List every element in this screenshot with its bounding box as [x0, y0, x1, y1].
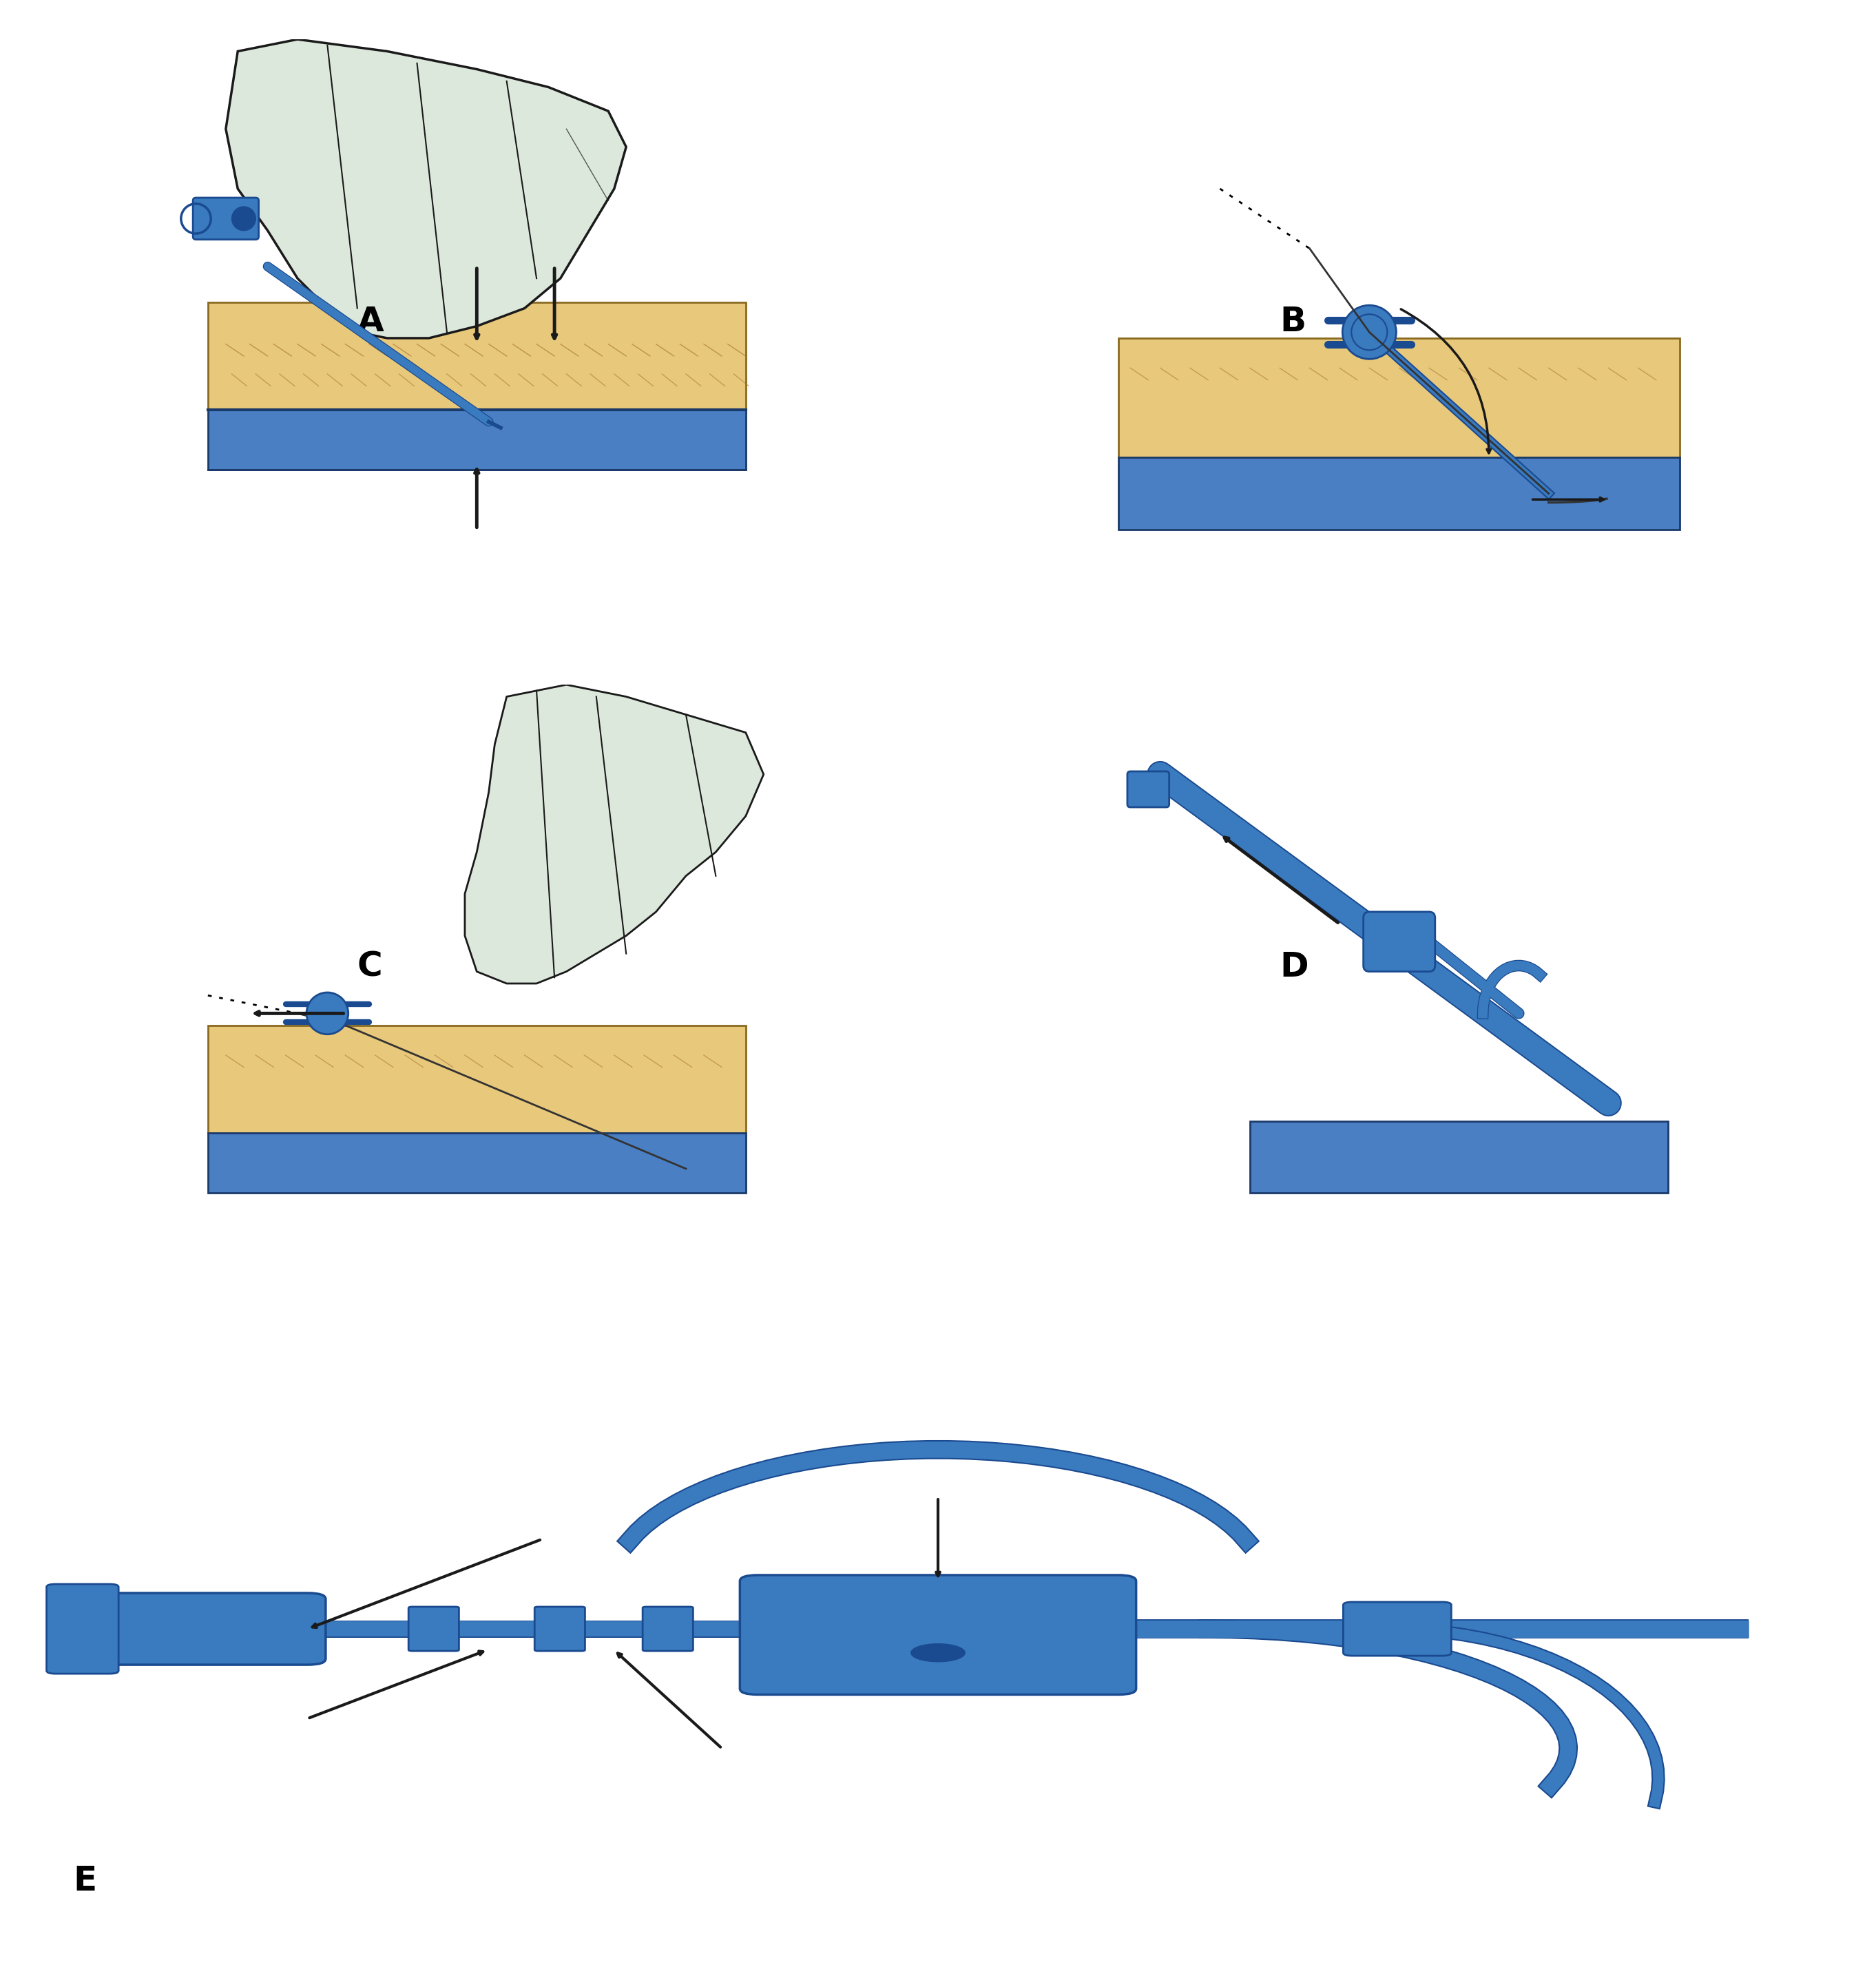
- FancyBboxPatch shape: [193, 199, 259, 240]
- Circle shape: [1343, 305, 1396, 360]
- FancyBboxPatch shape: [1127, 771, 1169, 806]
- FancyBboxPatch shape: [1118, 338, 1681, 458]
- Circle shape: [233, 207, 255, 230]
- FancyBboxPatch shape: [409, 1607, 460, 1650]
- Circle shape: [1351, 315, 1386, 350]
- FancyBboxPatch shape: [73, 1593, 326, 1664]
- FancyBboxPatch shape: [1249, 1121, 1668, 1192]
- Text: D: D: [1279, 950, 1308, 984]
- PathPatch shape: [225, 39, 627, 338]
- FancyBboxPatch shape: [1364, 913, 1435, 972]
- Text: C: C: [356, 950, 383, 984]
- Circle shape: [306, 993, 349, 1035]
- FancyBboxPatch shape: [1343, 1601, 1452, 1656]
- FancyBboxPatch shape: [208, 303, 745, 409]
- Text: E: E: [73, 1865, 98, 1898]
- FancyBboxPatch shape: [208, 1025, 745, 1133]
- Circle shape: [912, 1644, 964, 1662]
- FancyBboxPatch shape: [1118, 458, 1681, 529]
- FancyBboxPatch shape: [643, 1607, 692, 1650]
- FancyBboxPatch shape: [208, 1133, 745, 1192]
- PathPatch shape: [465, 685, 764, 984]
- FancyBboxPatch shape: [47, 1583, 118, 1674]
- FancyBboxPatch shape: [208, 409, 745, 470]
- Text: A: A: [356, 305, 385, 338]
- Text: B: B: [1279, 305, 1306, 338]
- FancyBboxPatch shape: [739, 1576, 1137, 1696]
- FancyBboxPatch shape: [535, 1607, 585, 1650]
